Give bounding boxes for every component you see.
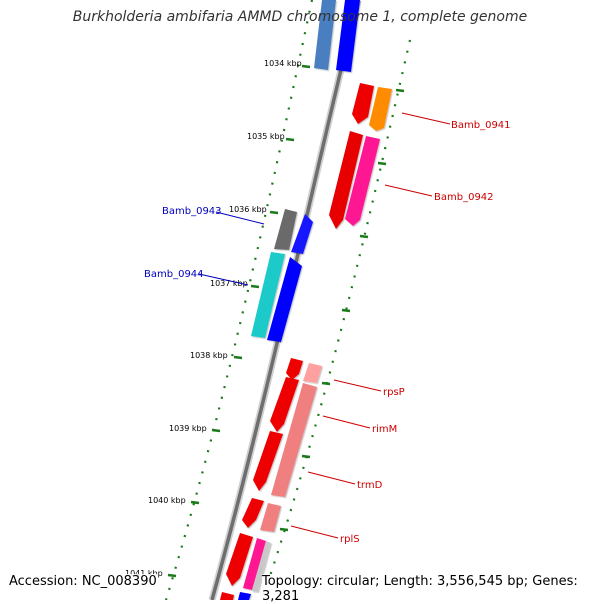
tick-mark <box>269 210 279 215</box>
tick-label: 1036 kbp <box>229 205 267 214</box>
tick-label: 1040 kbp <box>148 496 186 505</box>
tick-mark <box>167 573 177 578</box>
tick-label: 1041 kbp <box>125 569 163 578</box>
leader-line <box>333 379 382 392</box>
leader-line <box>290 525 339 539</box>
gene-arrow[interactable] <box>352 83 374 124</box>
gene-arrow[interactable] <box>252 541 271 592</box>
label-leaders <box>198 112 451 539</box>
tick-mark <box>211 428 221 433</box>
accession-info: Accession: NC_008390 <box>9 574 157 589</box>
tick-mark <box>233 355 243 360</box>
tick-mark <box>341 308 351 313</box>
gene-label-trmd[interactable]: trmD <box>357 480 383 491</box>
leader-line <box>215 211 265 225</box>
gene-arrow[interactable] <box>220 592 234 600</box>
tick-labels: 1034 kbp 1035 kbp 1036 kbp 1037 kbp 1038… <box>125 59 302 578</box>
tick-label: 1037 kbp <box>210 279 248 288</box>
gene-label-rpsp[interactable]: rpsP <box>383 387 405 398</box>
tick-mark <box>285 137 295 142</box>
gene-arrow[interactable] <box>303 363 322 383</box>
gene-arrow[interactable] <box>243 538 266 590</box>
gene-arrow[interactable] <box>251 252 285 338</box>
gene-arrow[interactable] <box>260 503 281 532</box>
topology-info: Topology: circular; Length: 3,556,545 bp… <box>262 574 600 604</box>
gene-arrow[interactable] <box>267 257 302 342</box>
tick-mark <box>279 527 289 532</box>
gene-labels: Bamb_0941 Bamb_0942 Bamb_0943 Bamb_0944 … <box>144 120 511 545</box>
tick-label: 1034 kbp <box>264 59 302 68</box>
tick-mark <box>321 381 331 386</box>
gene-arrow[interactable] <box>274 209 297 250</box>
gene-label-bamb-0943[interactable]: Bamb_0943 <box>162 206 222 217</box>
gene-label-rpls[interactable]: rplS <box>340 534 360 545</box>
leader-line <box>384 184 433 197</box>
tick-mark <box>190 500 200 505</box>
gene-arrow[interactable] <box>253 431 283 491</box>
genome-title: Burkholderia ambifaria AMMD chromosome 1… <box>72 9 528 25</box>
gene-arrow[interactable] <box>238 592 251 600</box>
tick-mark <box>377 161 387 166</box>
tick-label: 1035 kbp <box>247 132 285 141</box>
leader-line <box>322 415 371 429</box>
leader-line <box>307 471 356 485</box>
tick-mark <box>395 88 405 93</box>
gene-label-rimm[interactable]: rimM <box>372 424 397 435</box>
gene-arrow[interactable] <box>286 358 303 380</box>
tick-mark <box>250 284 260 289</box>
gene-arrow[interactable] <box>242 498 264 528</box>
gene-label-bamb-0941[interactable]: Bamb_0941 <box>451 120 511 131</box>
gene-arrow[interactable] <box>336 0 360 72</box>
reverse-strand-genes <box>238 0 360 600</box>
gene-arrow[interactable] <box>271 383 317 497</box>
gene-label-bamb-0942[interactable]: Bamb_0942 <box>434 192 494 203</box>
gene-arrow[interactable] <box>345 136 380 226</box>
tick-label: 1039 kbp <box>169 424 207 433</box>
gene-arrow[interactable] <box>329 131 363 229</box>
leader-line <box>401 112 451 125</box>
forward-strand-genes <box>220 83 392 600</box>
tick-mark <box>359 234 369 239</box>
leader-line <box>198 273 249 286</box>
tick-mark <box>301 454 311 459</box>
tick-label: 1038 kbp <box>190 351 228 360</box>
gene-arrow[interactable] <box>270 377 299 432</box>
gene-arrow[interactable] <box>314 0 336 70</box>
gene-arrow[interactable] <box>369 87 392 131</box>
gene-arrow[interactable] <box>226 533 253 586</box>
kbp-tick-marks <box>167 64 405 578</box>
gene-label-bamb-0944[interactable]: Bamb_0944 <box>144 269 204 280</box>
tick-mark <box>301 64 311 69</box>
gene-arrow[interactable] <box>291 214 313 254</box>
